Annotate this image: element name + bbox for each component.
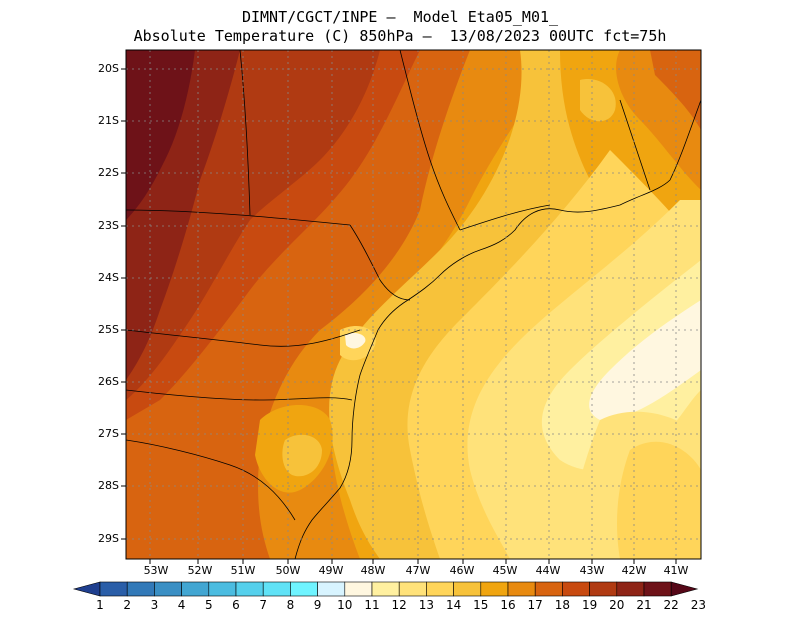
colorbar-label: 4 [177, 598, 186, 612]
colorbar-label: 22 [663, 598, 679, 612]
colorbar-label: 7 [259, 598, 267, 612]
lon-label-48w: 48W [360, 564, 386, 577]
state-border-8 [619, 99, 651, 191]
colorbar-label: 18 [554, 598, 571, 612]
lon-label-50w: 50W [275, 564, 301, 577]
colorbar-label: 9 [313, 598, 322, 612]
colorbar-label: 19 [581, 598, 598, 612]
colorbar-label: 3 [150, 598, 159, 612]
state-border-7 [459, 204, 551, 231]
lon-label-47w: 47W [405, 564, 431, 577]
contour-eastern-hot [650, 50, 701, 130]
colorbar-label: 2 [123, 598, 131, 612]
axis-ticks [121, 68, 677, 564]
colorbar-label: 14 [445, 598, 462, 612]
lat-label-23s: 23S [98, 219, 119, 232]
state-border-3 [126, 329, 361, 347]
state-border-1 [126, 209, 351, 226]
colorbar-label: 11 [364, 598, 380, 612]
coastline [294, 99, 701, 559]
colorbar-label: 12 [391, 598, 407, 612]
lon-label-51w: 51W [230, 564, 256, 577]
colorbar-label: 8 [286, 598, 295, 612]
lon-label-45w: 45W [492, 564, 518, 577]
lat-label-28s: 28S [98, 479, 119, 492]
contour-15b [617, 441, 701, 559]
colorbar-label: 21 [636, 598, 652, 612]
grid-lines [126, 50, 701, 559]
colorbar-label: 5 [204, 598, 213, 612]
lat-label-22s: 22S [98, 166, 119, 179]
colorbar-label: 15 [473, 598, 489, 612]
lat-label-25s: 25S [98, 323, 119, 336]
state-border-9 [349, 224, 411, 301]
temperature-field [126, 50, 701, 559]
lat-label-20s: 20S [98, 62, 119, 75]
lon-label-53w: 53W [143, 564, 169, 577]
contour-coast-cold [345, 332, 366, 349]
lat-label-21s: 21S [98, 114, 119, 127]
boundaries [126, 50, 701, 559]
contour-23 [126, 50, 195, 220]
state-border-5 [126, 439, 296, 521]
lon-label-44w: 44W [535, 564, 561, 577]
lat-label-26s: 26S [98, 375, 119, 388]
lon-label-42w: 42W [621, 564, 647, 577]
colorbar-label: 16 [500, 598, 516, 612]
state-border-6 [399, 50, 461, 231]
lat-label-27s: 27S [98, 427, 119, 440]
state-border-4 [126, 389, 353, 401]
map-title-line2: Absolute Temperature (C) 850hPa – 13/08/… [133, 27, 667, 45]
state-border-2 [239, 50, 251, 216]
lon-label-43w: 43W [579, 564, 605, 577]
colorbar-label: 20 [609, 598, 625, 612]
lon-label-41w: 41W [663, 564, 689, 577]
lon-label-49w: 49W [318, 564, 344, 577]
lon-label-52w: 52W [187, 564, 213, 577]
map-frame [125, 49, 702, 560]
colorbar-label: 1 [96, 598, 104, 612]
colorbar-label: 13 [418, 598, 435, 612]
map-title-line1: DIMNT/CGCT/INPE – Model Eta05_M01_ [241, 8, 559, 26]
contour-se-spot [580, 79, 616, 122]
lon-label-46w: 46W [449, 564, 475, 577]
colorbar-label: 23 [690, 598, 707, 612]
lat-label-29s: 29S [98, 532, 119, 545]
contour-coast-cool [282, 434, 322, 477]
colorbar-label: 17 [527, 598, 543, 612]
colorbar-label: 6 [232, 598, 240, 612]
colorbar-label: 10 [337, 598, 353, 612]
lat-label-24s: 24S [98, 271, 119, 284]
